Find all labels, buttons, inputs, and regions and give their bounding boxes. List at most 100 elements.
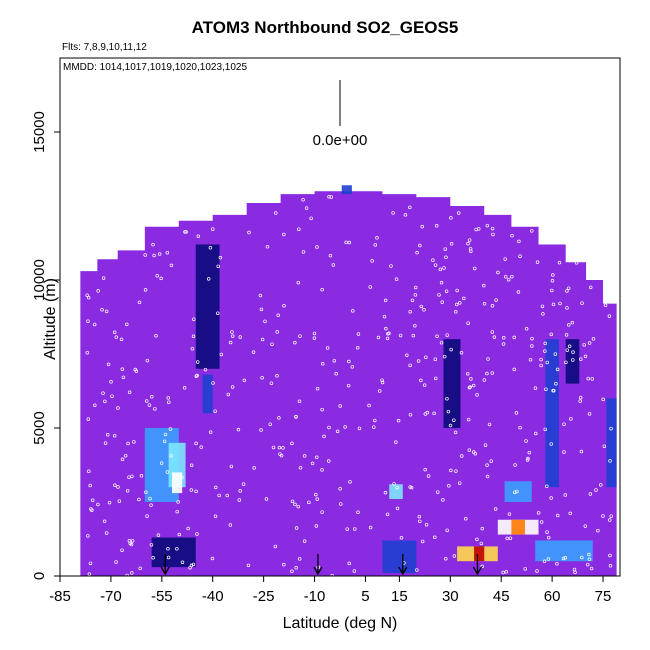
track-point xyxy=(320,468,324,472)
track-point xyxy=(423,412,428,416)
track-point xyxy=(302,454,307,458)
track-point xyxy=(117,499,122,503)
track-point xyxy=(194,441,198,446)
track-point xyxy=(527,450,532,455)
so2-patch xyxy=(195,244,220,369)
track-point xyxy=(399,535,404,540)
track-point xyxy=(242,378,247,383)
track-point xyxy=(260,337,265,342)
track-point xyxy=(127,475,131,479)
track-point xyxy=(563,493,568,497)
track-point xyxy=(554,381,558,386)
track-point xyxy=(90,498,95,503)
track-point xyxy=(312,331,317,336)
track-point xyxy=(580,301,584,305)
track-point xyxy=(445,396,449,401)
track-point xyxy=(356,332,361,336)
track-point xyxy=(293,502,297,507)
track-point xyxy=(434,224,439,228)
track-point xyxy=(449,216,453,220)
track-point xyxy=(104,309,109,314)
track-point xyxy=(145,514,149,518)
so2-patch xyxy=(606,398,617,488)
track-point xyxy=(294,414,298,419)
track-point xyxy=(564,360,568,365)
track-point xyxy=(211,227,215,231)
track-point xyxy=(454,310,458,314)
track-point xyxy=(103,441,108,445)
track-point xyxy=(437,293,441,297)
track-point xyxy=(376,335,381,340)
x-tick-label: -40 xyxy=(202,588,224,605)
track-point xyxy=(472,266,477,271)
track-point xyxy=(346,383,351,388)
track-point xyxy=(130,474,134,479)
track-point xyxy=(589,566,594,571)
track-point xyxy=(148,496,152,501)
track-point xyxy=(469,377,473,381)
track-point xyxy=(320,510,324,514)
track-point xyxy=(588,492,593,496)
so2-patch xyxy=(341,185,352,195)
track-point xyxy=(380,378,384,382)
so2-patch xyxy=(202,374,213,414)
track-point xyxy=(102,519,107,524)
track-point xyxy=(228,523,233,527)
track-point xyxy=(473,451,478,456)
track-point xyxy=(106,362,111,367)
track-point xyxy=(270,342,274,346)
track-point xyxy=(449,347,453,352)
track-point xyxy=(568,511,572,516)
track-point xyxy=(607,518,612,522)
track-point xyxy=(90,508,94,512)
track-point xyxy=(444,557,448,561)
track-point xyxy=(85,350,90,355)
track-point xyxy=(296,504,300,509)
track-point xyxy=(543,349,547,353)
track-point xyxy=(562,450,566,454)
track-point xyxy=(107,500,112,505)
track-point xyxy=(435,334,439,338)
coverage-region xyxy=(80,191,617,576)
track-point xyxy=(195,360,200,364)
track-point xyxy=(310,461,315,466)
track-point xyxy=(351,309,355,313)
track-point xyxy=(264,497,269,501)
track-point xyxy=(153,407,157,411)
track-point xyxy=(524,439,528,443)
track-point xyxy=(516,290,521,294)
track-point xyxy=(601,397,605,402)
track-point xyxy=(549,332,554,337)
track-point xyxy=(413,323,417,328)
track-point xyxy=(166,547,170,551)
track-point xyxy=(208,246,213,250)
track-point xyxy=(518,425,522,430)
track-point xyxy=(599,483,603,487)
track-point xyxy=(103,399,107,404)
track-point xyxy=(225,493,229,498)
track-point xyxy=(357,426,362,431)
track-point xyxy=(297,227,301,231)
track-point xyxy=(408,412,413,417)
track-point xyxy=(275,374,279,378)
track-point xyxy=(442,354,447,359)
track-point xyxy=(105,433,110,437)
track-point xyxy=(512,367,517,372)
track-point xyxy=(277,445,282,450)
track-point xyxy=(517,239,521,244)
track-point xyxy=(175,509,179,514)
track-point xyxy=(96,289,100,293)
track-point xyxy=(558,301,562,306)
track-point xyxy=(510,233,514,238)
track-point xyxy=(608,564,613,568)
track-point xyxy=(101,276,106,280)
track-point xyxy=(416,359,421,363)
track-point xyxy=(315,497,319,501)
track-point xyxy=(583,354,588,359)
track-point xyxy=(534,431,538,436)
track-point xyxy=(116,406,120,410)
so2-patch xyxy=(545,339,559,488)
track-point xyxy=(514,411,519,415)
track-point xyxy=(601,514,605,518)
